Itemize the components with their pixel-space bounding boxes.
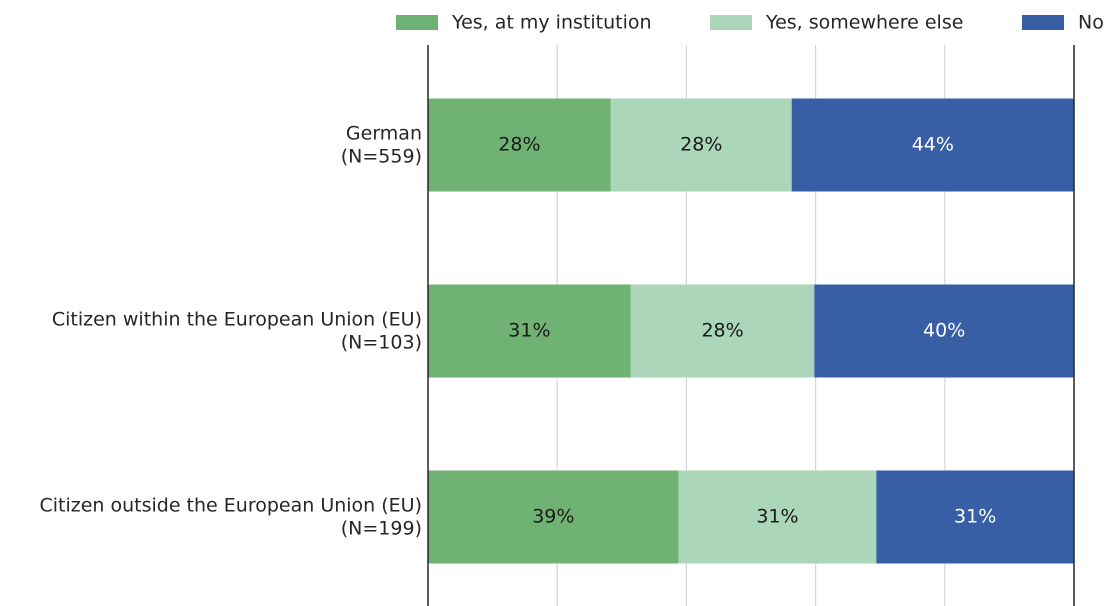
data-label: 28%: [680, 134, 722, 156]
legend-swatch: [1022, 15, 1064, 30]
y-tick-label: German: [346, 123, 422, 145]
data-label: 31%: [756, 506, 798, 528]
data-label: 40%: [923, 320, 965, 342]
y-tick-label: (N=103): [341, 332, 422, 354]
data-label: 28%: [498, 134, 540, 156]
legend-label: Yes, somewhere else: [765, 12, 963, 34]
y-tick-label: (N=199): [341, 518, 422, 540]
legend-swatch: [396, 15, 438, 30]
bar-segment: [428, 98, 611, 192]
legend-swatch: [710, 15, 752, 30]
bar-segment: [814, 284, 1074, 378]
y-tick-label: Citizen outside the European Union (EU): [39, 495, 422, 517]
data-label: 28%: [701, 320, 743, 342]
data-label: 39%: [532, 506, 574, 528]
data-label: 44%: [912, 134, 954, 156]
bar-segment: [610, 98, 792, 192]
y-tick-label: (N=559): [341, 146, 422, 168]
y-tick-label: Citizen within the European Union (EU): [52, 309, 422, 331]
legend-label: No: [1078, 12, 1104, 34]
data-label: 31%: [508, 320, 550, 342]
bar-segment: [630, 284, 815, 378]
bar-segment: [428, 284, 631, 378]
bar-segment: [428, 470, 679, 564]
data-label: 31%: [954, 506, 996, 528]
bar-segment: [791, 98, 1074, 192]
bar-segment: [876, 470, 1074, 564]
bar-segment: [678, 470, 877, 564]
legend-label: Yes, at my institution: [451, 12, 652, 34]
